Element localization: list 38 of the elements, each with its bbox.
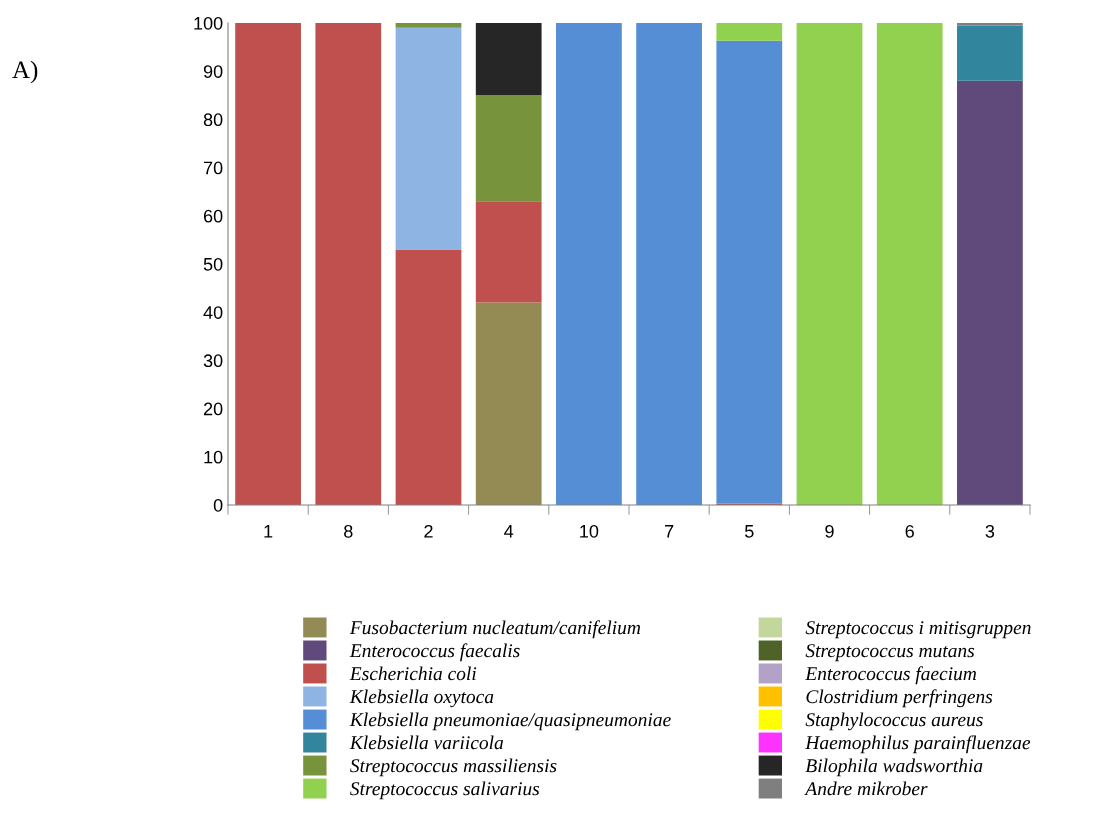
- y-tick-label: 0: [213, 498, 223, 512]
- y-tick-label: 20: [203, 402, 223, 416]
- y-tick-label: 10: [204, 450, 223, 464]
- legend-label: Enterococcus faecium: [805, 666, 977, 685]
- x-tick-label: 2: [424, 524, 433, 538]
- y-tick-label: 50: [203, 257, 223, 271]
- legend-label: Streptococcus salivarius: [350, 781, 540, 800]
- x-tick-label: 5: [745, 525, 754, 538]
- legend-label: Klebsiella pneumoniae/quasipneumoniae: [349, 712, 671, 731]
- x-tick-label: 6: [905, 524, 914, 538]
- y-tick-label: 40: [203, 306, 223, 319]
- legend-label: Escherichia coli: [349, 666, 477, 681]
- x-tick-label: 8: [344, 524, 353, 538]
- legend-label: Andre mikrober: [804, 781, 928, 796]
- legend-label: Klebsiella variicola: [349, 735, 504, 750]
- legend-label: Streptococcus mutans: [805, 644, 975, 662]
- x-tick-label: 1: [264, 525, 273, 538]
- x-tick-label: 4: [504, 525, 514, 538]
- legend-label: Bilophila wadsworthia: [805, 758, 983, 777]
- legend-label: Klebsiella oxytoca: [349, 689, 494, 708]
- x-tick-label: 7: [665, 525, 674, 538]
- y-tick-label: 100: [194, 16, 223, 30]
- text: A): [12, 60, 38, 84]
- x-tick-label: 3: [985, 524, 995, 538]
- x-tick-label: 10: [580, 524, 599, 538]
- y-tick-label: 90: [203, 65, 223, 78]
- y-tick-label: 30: [203, 354, 223, 368]
- y-tick-label: 70: [203, 161, 223, 175]
- legend-label: Staphylococcus aureus: [805, 712, 983, 731]
- y-tick-label: 80: [203, 113, 223, 127]
- legend-label: Streptococcus massiliensis: [350, 758, 557, 777]
- y-tick-label: 60: [203, 209, 223, 223]
- x-tick-label: 9: [825, 524, 834, 538]
- legend-label: Streptococcus i mitisgruppen: [805, 621, 1031, 639]
- legend-label: Fusobacterium nucleatum/canifelium: [349, 620, 641, 639]
- legend-label: Haemophilus parainfluenzae: [805, 735, 1031, 754]
- legend-label: Enterococcus faecalis: [349, 643, 520, 662]
- legend-label: Clostridium perfringens: [806, 689, 993, 708]
